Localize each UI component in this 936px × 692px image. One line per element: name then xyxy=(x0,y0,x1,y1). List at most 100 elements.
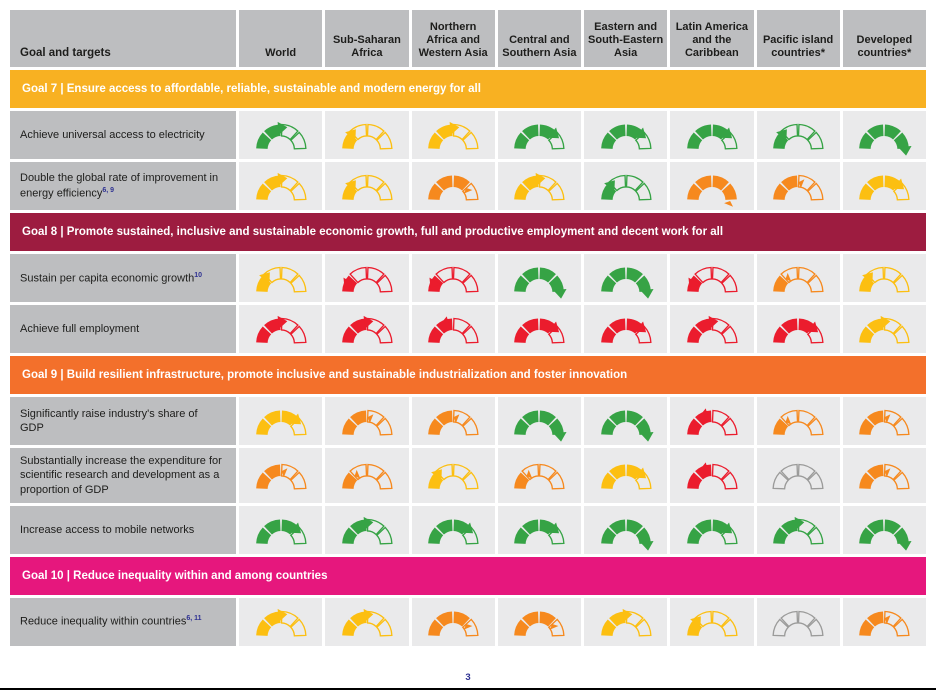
gauge-cell xyxy=(670,597,754,646)
progress-gauge-green-4-up xyxy=(600,519,654,551)
progress-gauge-green-3-up xyxy=(687,519,738,545)
progress-gauge-green-3-up xyxy=(428,519,479,545)
gauge-cell xyxy=(584,597,668,646)
progress-gauge-orange-2-flat xyxy=(428,409,479,436)
progress-gauge-orange-2-flat xyxy=(859,464,910,490)
gauge-cell xyxy=(584,397,668,445)
progress-gauge-yellow-1-up xyxy=(342,123,393,150)
gauge-cell xyxy=(239,597,323,646)
gauge-cell xyxy=(756,305,840,353)
progress-gauge-yellow-1-up xyxy=(428,464,479,490)
progress-gauge-green-2-up xyxy=(255,121,307,150)
progress-gauge-orange-1-flat xyxy=(773,409,824,436)
page-number: 3 xyxy=(465,672,471,683)
progress-gauge-yellow-2-up xyxy=(428,121,479,150)
progress-gauge-yellow-3-up xyxy=(859,175,910,201)
column-header-3: Northern Africa and Western Asia xyxy=(411,10,495,67)
gauge-cell xyxy=(670,448,754,503)
progress-gauge-red-2-up xyxy=(687,315,738,344)
progress-gauge-yellow-3-up xyxy=(255,410,307,436)
column-header-2: Sub-Saharan Africa xyxy=(325,10,409,67)
gauge-cell xyxy=(325,111,409,159)
target-label: Substantially increase the expenditure f… xyxy=(10,448,236,503)
gauge-cell xyxy=(670,111,754,159)
progress-gauge-yellow-1-up xyxy=(859,266,910,293)
gauge-cell xyxy=(497,111,581,159)
gauge-cell xyxy=(411,162,495,210)
gauge-cell xyxy=(756,397,840,445)
progress-gauge-yellow-2-up xyxy=(514,172,565,201)
page-footer: 3 xyxy=(0,668,936,692)
column-header-1: World xyxy=(239,10,323,67)
progress-gauge-red-1-down xyxy=(687,266,738,293)
progress-gauge-orange-1-flat xyxy=(342,464,393,490)
gauge-cell xyxy=(670,397,754,445)
gauge-cell xyxy=(239,505,323,554)
gauge-cell xyxy=(325,505,409,554)
gauge-cell xyxy=(497,254,581,302)
progress-gauge-red-2-down xyxy=(687,462,738,490)
target-label: Achieve universal access to electricity xyxy=(10,111,236,159)
progress-gauge-yellow-1-up xyxy=(255,266,307,293)
target-label-text: Double the global rate of improvement in… xyxy=(20,172,219,200)
gauge-cell xyxy=(670,305,754,353)
progress-gauge-orange-2-flat xyxy=(773,174,824,201)
progress-gauge-green-3-up xyxy=(687,124,738,150)
progress-gauge-orange-3-flat xyxy=(514,611,565,637)
progress-gauge-yellow-3-up xyxy=(600,464,652,490)
gauge-cell xyxy=(411,305,495,353)
progress-gauge-green-4-up xyxy=(600,410,654,442)
gauge-cell xyxy=(842,254,926,302)
footnote-reference: 10 xyxy=(194,271,203,279)
progress-gauge-green-3-up xyxy=(600,124,652,150)
gauge-cell xyxy=(756,597,840,646)
column-header-6: Latin America and the Caribbean xyxy=(670,10,754,67)
gauge-cell xyxy=(325,305,409,353)
gauge-cell xyxy=(497,505,581,554)
progress-gauge-green-3-up xyxy=(514,519,565,545)
gauge-cell xyxy=(756,254,840,302)
gauge-cell xyxy=(497,305,581,353)
gauge-cell xyxy=(239,448,323,503)
target-label-text: Substantially increase the expenditure f… xyxy=(20,455,222,496)
progress-gauge-orange-2-flat xyxy=(255,464,307,490)
gauge-cell xyxy=(497,162,581,210)
progress-gauge-green-2-up xyxy=(342,516,393,545)
goal-banner: Goal 7 | Ensure access to affordable, re… xyxy=(10,70,926,108)
progress-gauge-orange-1-flat xyxy=(514,464,565,490)
target-label: Reduce inequality within countries6, 11 xyxy=(10,597,236,646)
gauge-cell xyxy=(325,397,409,445)
gauge-cell xyxy=(584,162,668,210)
gauge-cell xyxy=(239,254,323,302)
progress-gauge-green-3-up xyxy=(514,124,565,150)
gauge-cell xyxy=(842,111,926,159)
column-header-8: Developed countries* xyxy=(842,10,926,67)
progress-gauge-red-2-up xyxy=(342,315,393,344)
column-header-7: Pacific island countries* xyxy=(756,10,840,67)
progress-gauge-green-4-up xyxy=(514,410,567,442)
gauge-cell xyxy=(842,505,926,554)
progress-gauge-gray-0-none xyxy=(772,464,824,490)
target-label: Increase access to mobile networks xyxy=(10,505,236,554)
gauge-cell xyxy=(325,597,409,646)
progress-gauge-gray-0-none xyxy=(772,610,824,637)
progress-gauge-orange-2-flat xyxy=(859,409,910,436)
progress-gauge-yellow-2-up xyxy=(600,608,652,637)
progress-gauge-orange-4-flat xyxy=(687,175,737,207)
target-label-text: Significantly raise industry's share of … xyxy=(20,407,198,434)
progress-gauge-green-4-up xyxy=(600,267,654,299)
gauge-cell xyxy=(756,505,840,554)
target-label-text: Achieve universal access to electricity xyxy=(20,128,205,141)
progress-gauge-orange-2-flat xyxy=(342,409,393,436)
progress-gauge-orange-2-flat xyxy=(859,610,910,637)
progress-gauge-orange-3-flat xyxy=(428,175,479,201)
gauge-cell xyxy=(325,448,409,503)
target-label-text: Reduce inequality within countries6, 11 xyxy=(20,615,202,629)
gauge-cell xyxy=(842,597,926,646)
goal-and-targets-header: Goal and targets xyxy=(10,10,236,67)
gauge-cell xyxy=(411,254,495,302)
progress-gauge-red-2-up xyxy=(255,315,307,344)
target-label: Achieve full employment xyxy=(10,305,236,353)
progress-gauge-orange-1-flat xyxy=(773,266,824,293)
gauge-cell xyxy=(584,254,668,302)
